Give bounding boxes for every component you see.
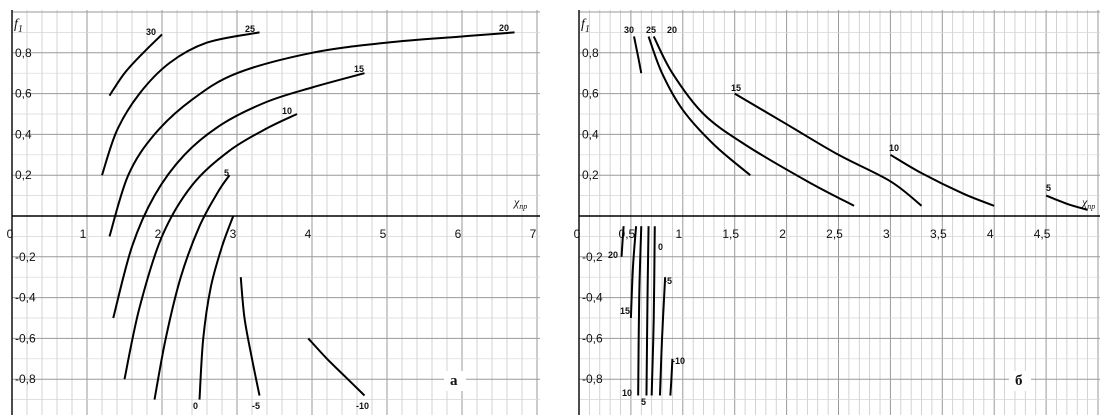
series-line-5 bbox=[153, 174, 231, 400]
y-axis-label: f1 bbox=[581, 17, 590, 35]
series-line--10 bbox=[307, 337, 366, 397]
x-axis-label: χпр bbox=[1081, 195, 1095, 211]
y-tick-label: -0,4 bbox=[15, 291, 36, 305]
series-line-15 bbox=[734, 92, 923, 207]
series-line-20 bbox=[108, 31, 515, 237]
chart-panel-a: 0 1 2 3 4 5 6 7 0,8 0,6 0,4 0,2 -0,2 -0,4 -0,6 -0,8 f1 χп… bbox=[7, 10, 540, 415]
series-line-10 bbox=[637, 226, 643, 396]
y-tick-label: 0,8 bbox=[582, 46, 599, 60]
x-tick-label: 3,5 bbox=[930, 227, 947, 241]
series-label: -10 bbox=[356, 401, 369, 411]
series-line-15 bbox=[112, 72, 365, 319]
x-tick-label: 2 bbox=[155, 227, 162, 241]
series-line-0 bbox=[198, 215, 235, 400]
series-line-20 bbox=[652, 36, 855, 207]
x-tick-label: 6 bbox=[455, 227, 462, 241]
y-tick-label: -0,2 bbox=[582, 250, 603, 264]
y-tick-label: -0,4 bbox=[582, 291, 603, 305]
y-tick-label: 0,4 bbox=[15, 127, 32, 141]
panel-label: а bbox=[450, 373, 458, 389]
chart-panel-b: 0 0,5 1 1,5 2 2,5 3 3,5 4 4,5 0,8 0,6 0,4 0,2 -0,2 -0,4… bbox=[574, 10, 1100, 415]
series-label: 20 bbox=[667, 25, 677, 35]
series-line-25 bbox=[647, 36, 751, 176]
series-label: 15 bbox=[620, 306, 630, 316]
series-line-30 bbox=[108, 33, 163, 97]
series-label: 10 bbox=[622, 388, 632, 398]
series-label: 10 bbox=[889, 143, 899, 153]
y-tick-label: 0,2 bbox=[582, 168, 599, 182]
series-line-0 bbox=[650, 226, 656, 396]
series-line--5 bbox=[239, 277, 261, 396]
series-line-5 bbox=[645, 226, 650, 396]
grid bbox=[578, 10, 1100, 415]
series-line--10 bbox=[669, 358, 674, 396]
series-label: 0 bbox=[193, 401, 198, 411]
series-group: 30 25 20 15 10 5 20 15 10 5 0 -5 -10 bbox=[608, 25, 1088, 407]
series-label: 25 bbox=[245, 24, 255, 34]
series-label: 10 bbox=[282, 106, 292, 116]
y-axis-label: f1 bbox=[14, 17, 23, 35]
y-tick-label: 0,2 bbox=[15, 168, 32, 182]
series-label: 15 bbox=[731, 83, 741, 93]
y-tick-label: 0,6 bbox=[15, 87, 32, 101]
series-label: 20 bbox=[499, 23, 509, 33]
panel-label: б bbox=[1015, 373, 1023, 389]
x-tick-label: 4 bbox=[987, 227, 994, 241]
series-label: -5 bbox=[664, 276, 672, 286]
x-tick-label: 4 bbox=[305, 227, 312, 241]
y-tick-label: -0,6 bbox=[582, 331, 603, 345]
grid bbox=[11, 10, 540, 415]
x-tick-label: 7 bbox=[530, 227, 537, 241]
x-tick-label: 1 bbox=[80, 227, 87, 241]
x-tick-label: 2,5 bbox=[826, 227, 843, 241]
y-tick-label: -0,8 bbox=[15, 372, 36, 386]
y-tick-label: -0,8 bbox=[582, 372, 603, 386]
x-tick-label: 0 bbox=[574, 227, 581, 241]
x-tick-label: 1 bbox=[675, 227, 682, 241]
series-line-15 bbox=[629, 226, 638, 319]
x-tick-label: 0,5 bbox=[619, 227, 636, 241]
series-label: 30 bbox=[624, 25, 634, 35]
series-line-30 bbox=[633, 36, 643, 74]
x-tick-label: 4,5 bbox=[1034, 227, 1051, 241]
series-line-20 bbox=[620, 226, 625, 257]
x-tick-label: 1,5 bbox=[722, 227, 739, 241]
y-tick-label: 0,6 bbox=[582, 87, 599, 101]
x-tick-label: 0 bbox=[7, 227, 14, 241]
x-axis-label: χпр bbox=[513, 195, 527, 211]
x-tick-label: 5 bbox=[380, 227, 387, 241]
x-tick-label: 3 bbox=[230, 227, 237, 241]
y-tick-label: 0,8 bbox=[15, 46, 32, 60]
series-line--5 bbox=[658, 277, 667, 396]
y-tick-label: -0,6 bbox=[15, 331, 36, 345]
series-label: 20 bbox=[608, 250, 618, 260]
y-tick-label: -0,2 bbox=[15, 250, 36, 264]
series-line-5 bbox=[1045, 194, 1088, 211]
series-label: -5 bbox=[252, 401, 260, 411]
series-label: 25 bbox=[646, 25, 656, 35]
x-tick-label: 2 bbox=[779, 227, 786, 241]
series-line-25 bbox=[101, 31, 260, 176]
series-line-10 bbox=[889, 153, 995, 207]
series-label: 5 bbox=[224, 168, 229, 178]
panel-label-bg bbox=[444, 371, 466, 391]
series-label: 15 bbox=[354, 64, 364, 74]
y-tick-label: 0,4 bbox=[582, 127, 599, 141]
series-label: 0 bbox=[658, 242, 663, 252]
series-label: 5 bbox=[1046, 183, 1051, 193]
series-line-10 bbox=[123, 113, 298, 380]
series-label: 30 bbox=[146, 27, 156, 37]
x-tick-label: 3 bbox=[883, 227, 890, 241]
series-label: 5 bbox=[641, 397, 646, 407]
series-label: -10 bbox=[672, 356, 685, 366]
panel-label-bg bbox=[1009, 371, 1031, 391]
